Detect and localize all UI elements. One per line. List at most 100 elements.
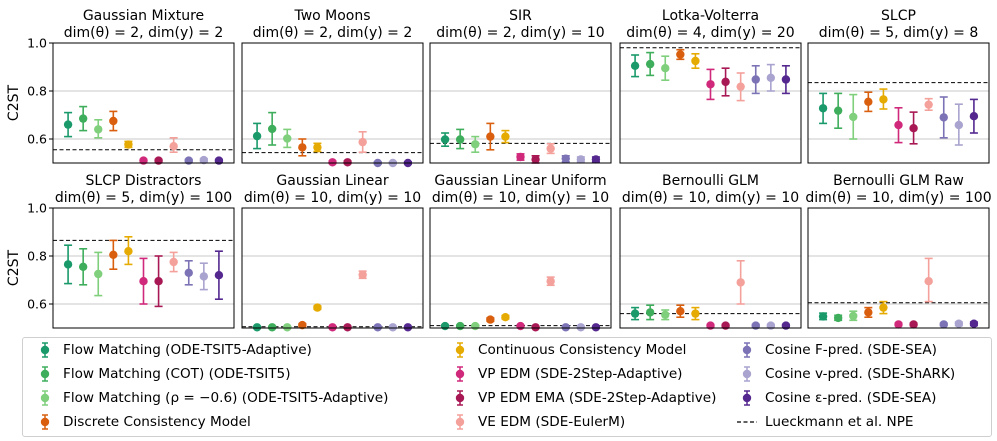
y-axis-label: C2ST [6, 249, 22, 286]
data-point [833, 106, 843, 115]
data-point [124, 247, 133, 256]
data-point [78, 114, 88, 123]
data-point [894, 120, 903, 130]
subplot-subtitle: dim(θ) = 10, dim(y) = 10 [244, 190, 421, 206]
data-point [751, 321, 760, 330]
y-axis-label: C2ST [6, 84, 22, 121]
data-point [939, 113, 948, 122]
data-point [252, 131, 262, 141]
legend-label: Lueckmann et al. NPE [765, 414, 914, 430]
data-point [924, 100, 933, 109]
legend-marker-symbol [742, 390, 752, 406]
data-point [766, 321, 776, 330]
data-point [706, 321, 715, 330]
data-point [736, 82, 745, 91]
data-point [691, 56, 700, 66]
legend-label: Flow Matching (ODE-TSIT5-Adaptive) [63, 342, 312, 358]
data-point [214, 156, 224, 165]
data-point [154, 156, 163, 165]
plot-frame [241, 42, 424, 164]
legend-item: Cosine ε-pred. (SDE-SEA) [735, 388, 937, 408]
data-point [455, 321, 465, 331]
data-point [849, 311, 858, 321]
subplot-title: Bernoulli GLM [662, 173, 759, 189]
legend-label: VP EDM (SDE-2Step-Adaptive) [478, 366, 683, 382]
legend-label: Cosine v-pred. (SDE-ShARK) [765, 366, 956, 382]
data-point [630, 61, 640, 70]
data-point [63, 260, 73, 269]
data-point [313, 143, 322, 152]
y-tick-label: 0.8 [27, 84, 47, 99]
y-tick-label: 1.0 [27, 201, 47, 216]
data-point [879, 95, 888, 104]
legend-dash-symbol [737, 421, 757, 423]
subplot-title: Gaussian Linear Uniform [434, 173, 606, 189]
plot-frame [241, 207, 424, 329]
subplot-subtitle: dim(θ) = 2, dim(y) = 10 [436, 25, 604, 41]
legend-item: Lueckmann et al. NPE [735, 412, 914, 432]
legend-marker-symbol [742, 342, 752, 358]
y-tick-label: 0.8 [27, 249, 47, 264]
data-point [969, 112, 979, 121]
data-point [546, 277, 555, 286]
data-point [455, 135, 465, 144]
data-point [766, 73, 776, 83]
data-point [313, 303, 322, 312]
data-point [909, 124, 918, 133]
data-point [343, 158, 352, 167]
data-point [124, 140, 133, 149]
data-point [298, 320, 307, 330]
subplot-title: Gaussian Mixture [83, 8, 204, 24]
y-tick-label: 0.6 [27, 132, 47, 147]
legend-label: VP EDM EMA (SDE-2Step-Adaptive) [478, 390, 717, 406]
data-point [818, 104, 828, 113]
data-point [576, 323, 586, 332]
data-point [954, 120, 964, 130]
data-point [486, 132, 495, 141]
subplot-title: SIR [509, 8, 532, 24]
data-point [298, 143, 307, 152]
data-point [706, 80, 715, 89]
subplot-subtitle: dim(θ) = 10, dim(y) = 10 [622, 190, 799, 206]
subplot-subtitle: dim(θ) = 10, dim(y) = 10 [432, 190, 609, 206]
plot-frame [619, 207, 802, 329]
plot-frame [619, 42, 802, 164]
chart-figure: Gaussian Mixture dim(θ) = 2, dim(y) = 2 0.… [6, 8, 992, 332]
plot-frame [429, 42, 612, 164]
legend-label: Continuous Consistency Model [478, 342, 687, 358]
data-point [736, 278, 745, 287]
data-point [109, 250, 118, 259]
data-point [94, 269, 103, 279]
data-point [328, 158, 337, 167]
data-point [561, 323, 570, 332]
data-point [751, 75, 760, 84]
subplot-title: SLCP Distractors [86, 173, 202, 189]
data-point [440, 321, 450, 331]
legend-marker-symbol [455, 390, 465, 406]
legend-label: Cosine F-pred. (SDE-SEA) [765, 342, 937, 358]
data-point [591, 155, 601, 164]
legend-marker-symbol [455, 342, 465, 358]
subplot-subtitle: dim(θ) = 10, dim(y) = 100 [805, 190, 991, 206]
data-point [645, 308, 655, 317]
data-point [139, 277, 148, 286]
data-point [169, 257, 178, 267]
data-point [781, 321, 791, 330]
data-point [403, 323, 413, 332]
data-point [691, 309, 700, 318]
subplot-title: Bernoulli GLM Raw [833, 173, 964, 189]
data-point [184, 268, 193, 277]
data-point [283, 323, 292, 332]
legend-label: Discrete Consistency Model [63, 414, 251, 430]
data-point [531, 155, 540, 164]
data-point [894, 320, 903, 329]
data-point [184, 156, 193, 165]
plot-frame [52, 207, 235, 329]
subplot-subtitle: dim(θ) = 2, dim(y) = 2 [253, 25, 413, 41]
data-point [78, 262, 88, 271]
legend-item: Flow Matching (COT) (ODE-TSIT5) [33, 364, 291, 384]
legend-label: VE EDM (SDE-EulerM) [478, 414, 626, 430]
